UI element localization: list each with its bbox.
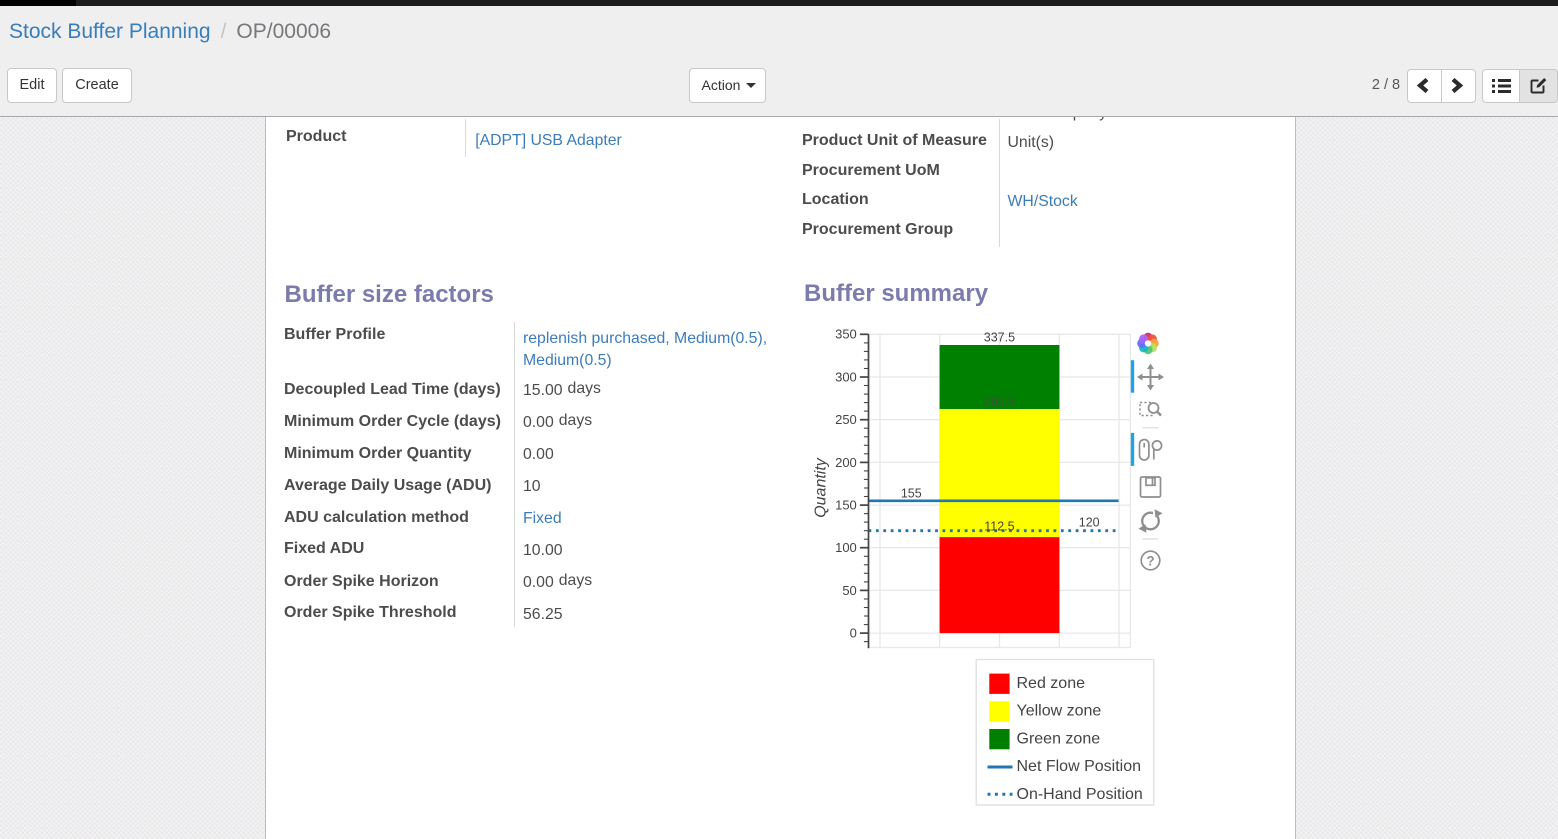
svg-text:262.5: 262.5	[984, 394, 1015, 408]
svg-text:337.5: 337.5	[984, 331, 1015, 345]
svg-text:350: 350	[835, 327, 857, 342]
svg-text:Quantity: Quantity	[812, 457, 829, 518]
svg-text:300: 300	[835, 369, 857, 384]
svg-text:Red zone: Red zone	[1017, 675, 1086, 692]
svg-text:150: 150	[835, 498, 857, 513]
svg-text:200: 200	[835, 455, 857, 470]
svg-text:On-Hand Position: On-Hand Position	[1017, 786, 1143, 803]
svg-text:250: 250	[835, 412, 857, 427]
svg-text:Yellow zone: Yellow zone	[1017, 703, 1102, 720]
svg-text:100: 100	[835, 540, 857, 555]
svg-text:155: 155	[901, 486, 922, 500]
svg-text:Green zone: Green zone	[1017, 730, 1101, 747]
svg-text:?: ?	[1146, 554, 1154, 569]
svg-text:0: 0	[850, 626, 857, 641]
svg-text:Net Flow Position: Net Flow Position	[1017, 758, 1142, 775]
svg-text:120: 120	[1079, 516, 1100, 530]
svg-text:50: 50	[842, 583, 856, 598]
svg-text:112.5: 112.5	[984, 520, 1014, 534]
